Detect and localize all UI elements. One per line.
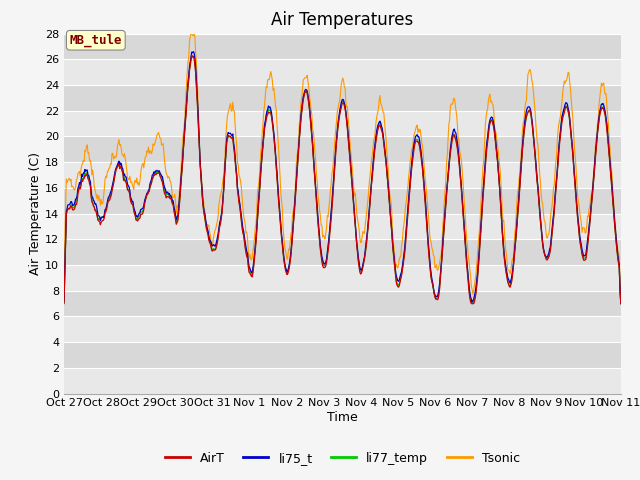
Bar	[64, 240, 621, 265]
Bar	[64, 291, 621, 316]
X-axis label: Time: Time	[327, 411, 358, 424]
Bar	[64, 85, 621, 111]
Bar	[64, 60, 621, 85]
Bar	[64, 136, 621, 162]
Bar	[64, 265, 621, 291]
Bar	[64, 214, 621, 240]
Legend: AirT, li75_t, li77_temp, Tsonic: AirT, li75_t, li77_temp, Tsonic	[160, 447, 525, 469]
Y-axis label: Air Temperature (C): Air Temperature (C)	[29, 152, 42, 275]
Bar	[64, 34, 621, 60]
Bar	[64, 188, 621, 214]
Text: MB_tule: MB_tule	[70, 34, 122, 47]
Bar	[64, 162, 621, 188]
Bar	[64, 368, 621, 394]
Title: Air Temperatures: Air Temperatures	[271, 11, 413, 29]
Bar	[64, 316, 621, 342]
Bar	[64, 111, 621, 136]
Bar	[64, 342, 621, 368]
